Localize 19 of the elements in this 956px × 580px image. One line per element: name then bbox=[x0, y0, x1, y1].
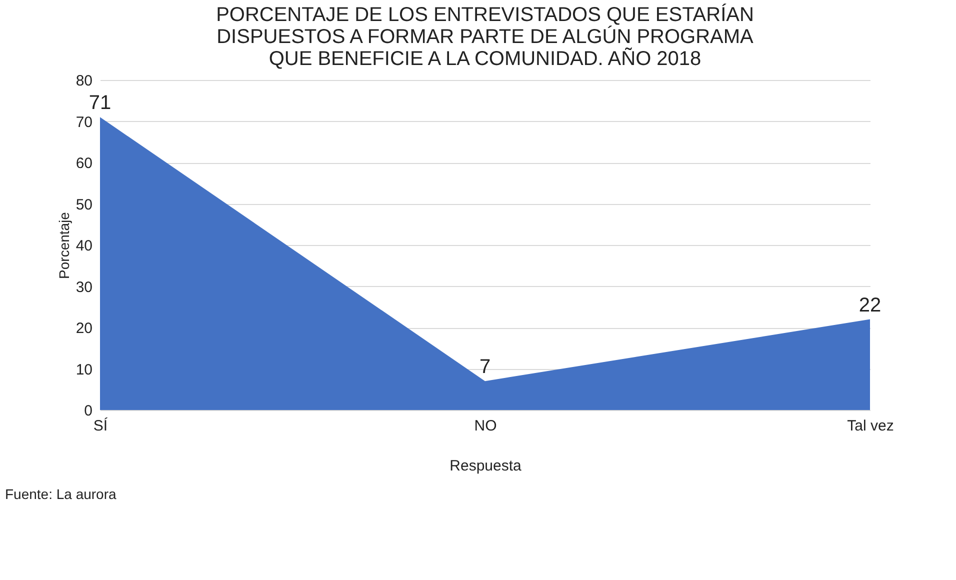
y-tick-label: 20 bbox=[76, 320, 92, 337]
x-tick-label: SÍ bbox=[93, 416, 108, 434]
y-tick-label: 0 bbox=[84, 402, 92, 420]
y-tick-label: 80 bbox=[76, 72, 92, 90]
x-tick-label: Tal vez bbox=[847, 418, 894, 434]
y-tick-label: 50 bbox=[76, 196, 92, 214]
chart-title: PORCENTAJE DE LOS ENTREVISTADOS QUE ESTARÍAN DISPUESTOS A FORMAR PARTE DE ALGÚN PROGRAMA QUE BENEFICIE A LA COMUNIDAD. AÑO 2018 bbox=[216, 3, 754, 70]
y-tick-label: 40 bbox=[76, 238, 92, 254]
data-label: 22 bbox=[858, 294, 882, 316]
x-axis-title: Respuesta bbox=[450, 458, 522, 474]
data-label: 7 bbox=[479, 356, 491, 378]
y-axis-title: Porcentaje bbox=[56, 212, 72, 279]
y-tick-label: 30 bbox=[76, 278, 92, 296]
x-tick-label: NO bbox=[474, 418, 497, 434]
y-tick-label: 70 bbox=[76, 114, 92, 131]
y-tick-label: 60 bbox=[76, 155, 92, 172]
source-note: Fuente: La aurora bbox=[5, 486, 117, 502]
data-label: 71 bbox=[88, 92, 112, 114]
y-tick-label: 10 bbox=[76, 361, 92, 378]
